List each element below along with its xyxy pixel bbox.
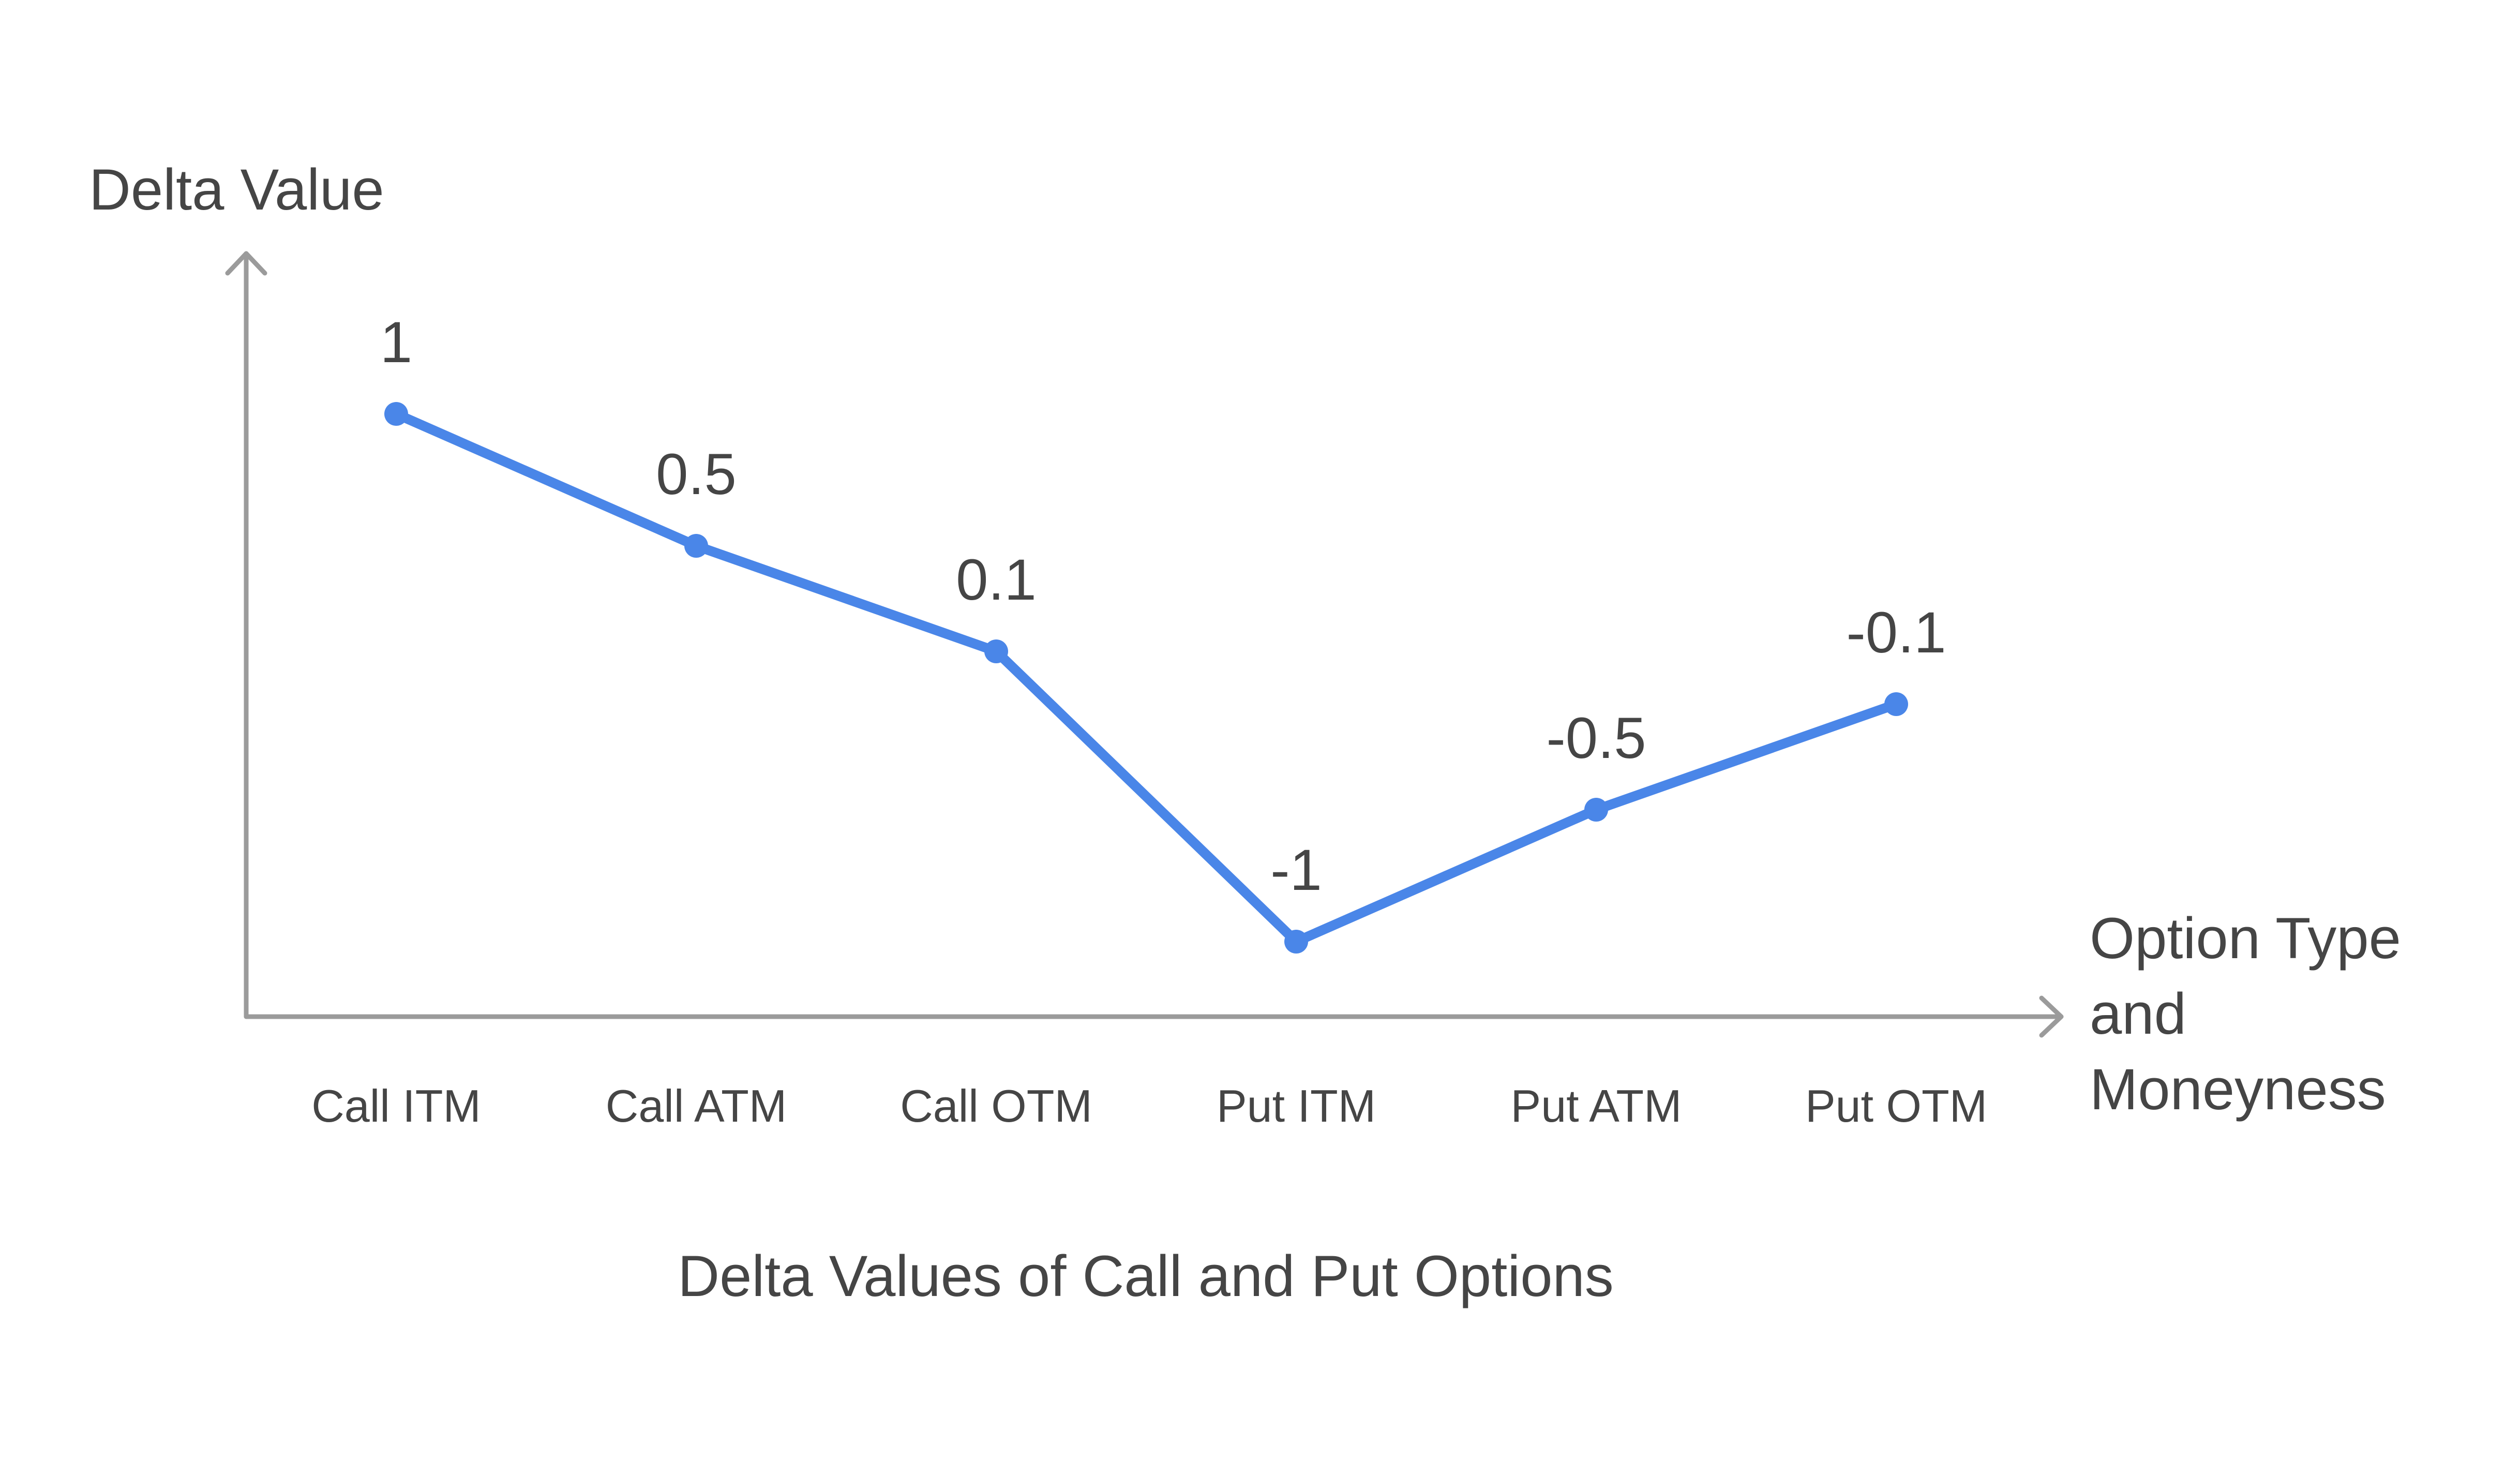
data-label: 0.1 [956,547,1037,612]
x-tick-label: Call OTM [900,1080,1092,1132]
x-tick-label: Call ATM [606,1080,787,1132]
data-point [384,402,408,426]
y-axis-arrow-icon [225,251,267,276]
x-tick-label: Call ITM [311,1080,481,1132]
x-axis-title-line-2: and [2090,981,2186,1046]
data-label: -0.1 [1847,600,1946,665]
data-label: -1 [1270,838,1322,902]
data-point [684,534,708,558]
x-axis-title-line-3: Moneyness [2090,1057,2386,1122]
data-point [1284,930,1308,954]
data-point [1584,798,1608,822]
axes [225,251,2064,1038]
x-tick-label: Put OTM [1805,1080,1987,1132]
data-label: 0.5 [656,442,737,507]
data-point [1884,692,1908,716]
x-tick-label: Put ATM [1511,1080,1682,1132]
data-point [984,639,1008,663]
y-axis-title: Delta Value [89,157,384,222]
series-line [391,409,1901,947]
data-label: -0.5 [1547,706,1646,770]
x-axis-arrow-icon [2039,995,2064,1038]
x-axis-title: Option Type and Moneyness [2090,906,2417,1122]
data-labels: 1 0.5 0.1 -1 -0.5 -0.1 [380,310,1946,902]
data-label: 1 [380,310,412,375]
x-tick-label: Put ITM [1217,1080,1376,1132]
x-tick-labels: Call ITM Call ATM Call OTM Put ITM Put ATM Pu… [311,1080,1987,1132]
series [384,402,1908,954]
x-axis-title-line-1: Option Type [2090,906,2401,971]
chart-title: Delta Values of Call and Put Options [678,1244,1614,1308]
